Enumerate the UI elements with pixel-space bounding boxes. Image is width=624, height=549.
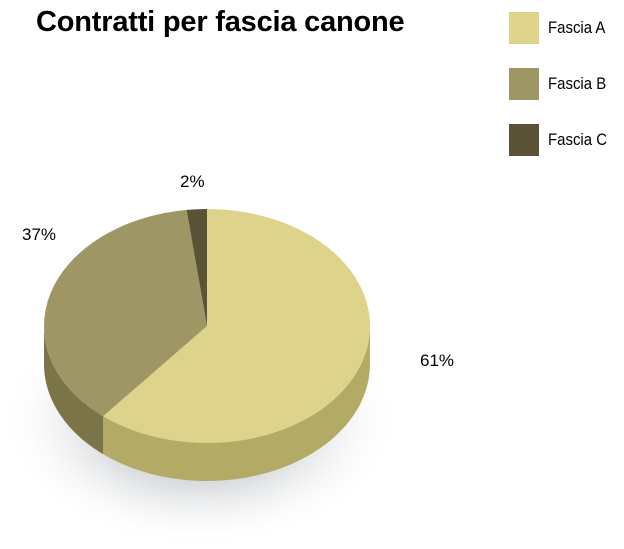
pie-tops (43, 209, 371, 443)
slice-label-fascia-a: 61% (420, 351, 454, 370)
pie-slice-fascia-b (43, 209, 208, 417)
pie-slice-fascia-c (186, 209, 207, 326)
pie-side-fascia-b (44, 326, 104, 455)
legend-label-fascia-a: Fascia A (548, 18, 606, 37)
legend-label-fascia-b: Fascia B (548, 74, 607, 93)
legend-label-fascia-c: Fascia C (548, 130, 608, 149)
pie-side-fascia-a (103, 326, 370, 481)
pie-slice-fascia-a (103, 209, 371, 443)
slice-label-fascia-c: 2% (180, 172, 205, 191)
legend-swatch-fascia-c (509, 124, 539, 156)
legend-swatch-fascia-b (509, 68, 539, 100)
pie-labels: 61% 37% 2% (22, 172, 454, 370)
slice-label-fascia-b: 37% (22, 225, 56, 244)
chart-title: Contratti per fascia canone (36, 6, 405, 38)
pie-sides (44, 326, 370, 481)
legend-swatch-fascia-a (509, 12, 539, 44)
